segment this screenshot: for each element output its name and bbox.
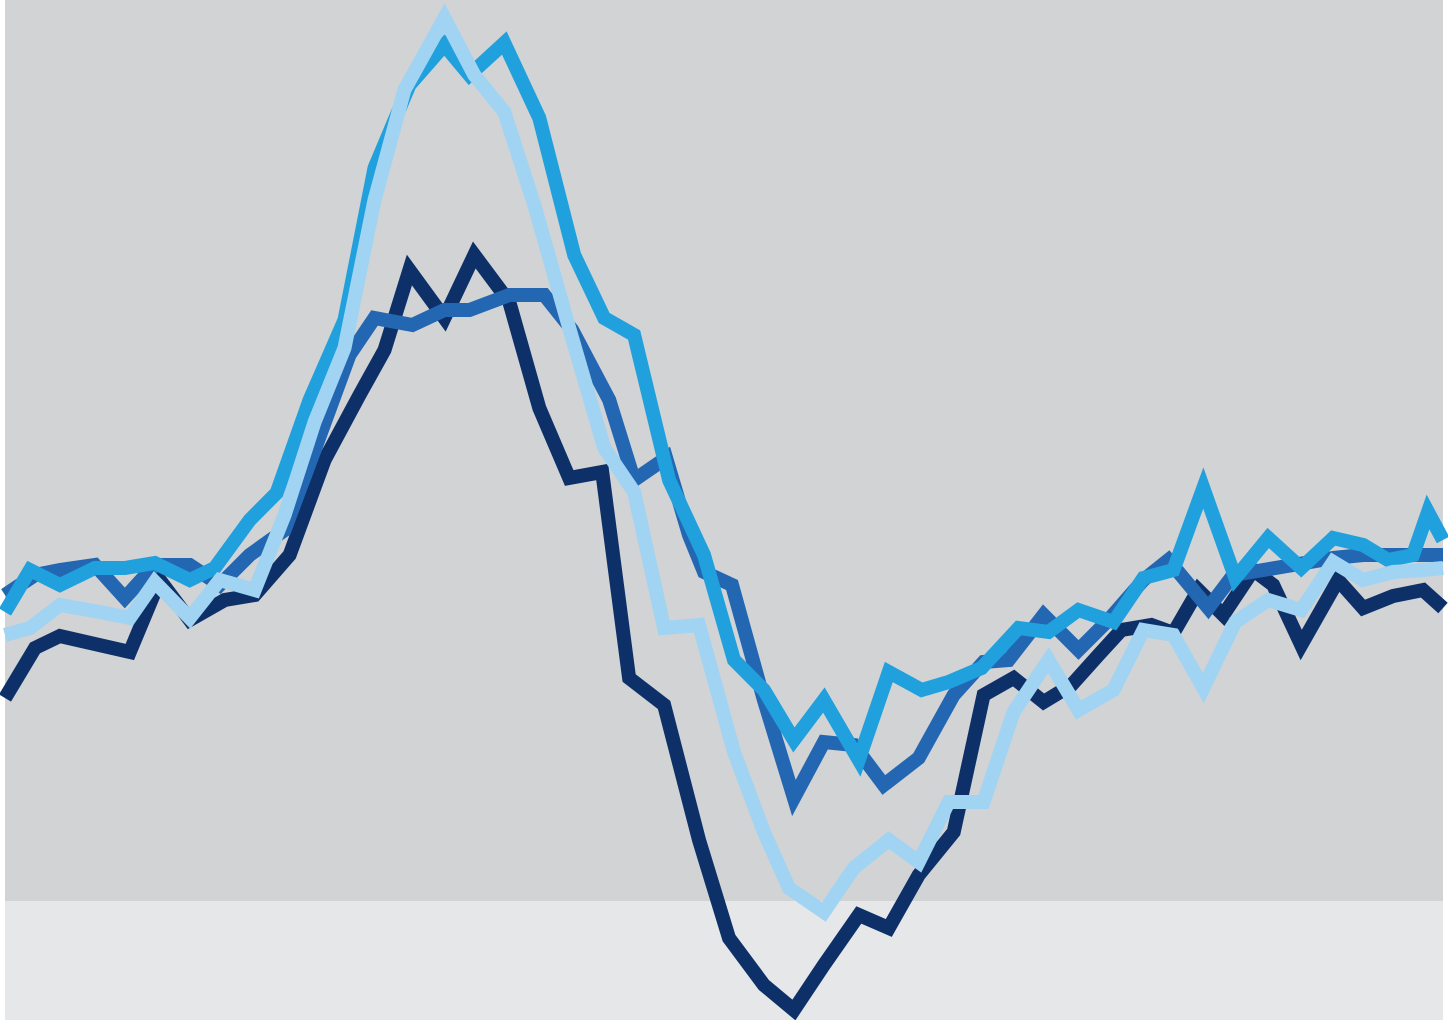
series-line-4 — [3, 3, 1444, 922]
series-layer — [0, 3, 1448, 1020]
series-line-1 — [0, 241, 1448, 1020]
series-line-3 — [0, 31, 1448, 777]
plot-background-upper — [5, 0, 1443, 901]
